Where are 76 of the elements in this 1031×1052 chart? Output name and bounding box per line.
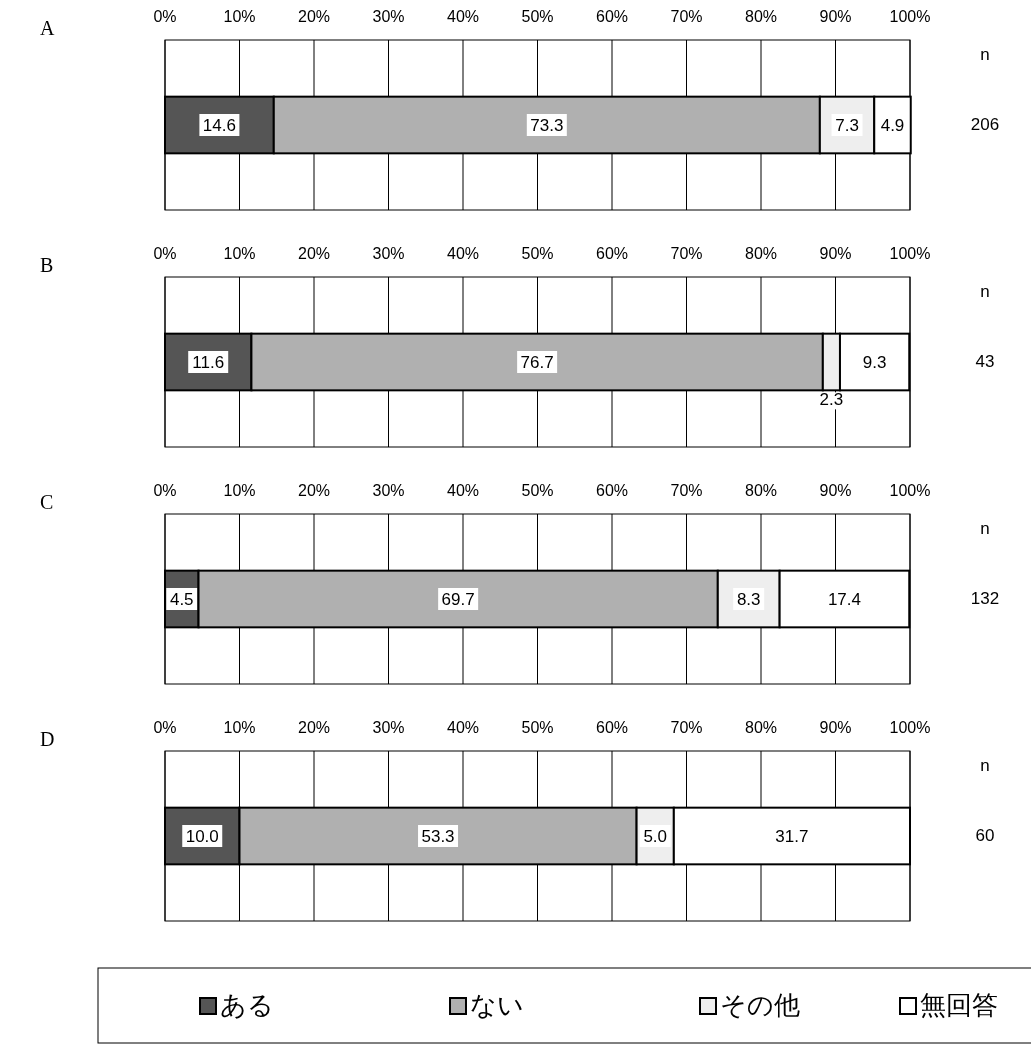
x-tick-label: 90% (819, 8, 852, 25)
chart-title: C (40, 491, 54, 513)
data-label: 14.6 (202, 116, 236, 135)
x-tick-label: 70% (670, 719, 703, 736)
x-tick-label: 0% (153, 245, 177, 262)
x-tick-label: 80% (744, 482, 778, 499)
chart-title: D (40, 728, 55, 750)
data-label: 53.3 (421, 827, 455, 846)
data-label: 4.5 (169, 590, 194, 609)
x-tick-label: 20% (297, 8, 331, 25)
data-label: 11.6 (192, 353, 225, 372)
x-tick-label: 100% (889, 245, 931, 262)
x-tick-label: 90% (819, 245, 852, 262)
x-tick-label: 10% (223, 245, 256, 262)
x-tick-label: 30% (372, 8, 405, 25)
data-label: 8.3 (736, 590, 761, 609)
x-tick-label: 10% (223, 719, 256, 736)
x-tick-label: 40% (446, 245, 480, 262)
x-tick-label: 50% (521, 482, 554, 499)
legend-label: ない (470, 991, 524, 1020)
x-tick-label: 60% (595, 482, 629, 499)
text: n (980, 519, 990, 538)
x-tick-label: 30% (372, 482, 405, 499)
x-tick-label: 80% (744, 245, 778, 262)
text: 132 (970, 589, 1000, 608)
text: n (980, 282, 990, 301)
text: 43 (975, 352, 995, 371)
x-tick-label: 70% (670, 245, 703, 262)
x-tick-label: 50% (521, 245, 554, 262)
x-tick-label: 90% (819, 482, 852, 499)
x-tick-label: 70% (670, 482, 703, 499)
data-label: 31.7 (775, 827, 809, 846)
text: 206 (970, 115, 1000, 134)
x-tick-label: 40% (446, 719, 480, 736)
x-tick-label: 100% (889, 719, 931, 736)
x-tick-label: 80% (744, 719, 778, 736)
x-tick-label: 20% (297, 245, 331, 262)
data-label: 2.3 (819, 390, 844, 410)
x-tick-label: 20% (297, 719, 331, 736)
data-label: 5.0 (643, 827, 668, 846)
chart-title: B (40, 254, 54, 276)
x-tick-label: 60% (595, 245, 629, 262)
x-tick-label: 70% (670, 8, 703, 25)
x-tick-label: 100% (889, 8, 931, 25)
x-tick-label: 0% (153, 482, 177, 499)
x-tick-label: 20% (297, 482, 331, 499)
x-tick-label: 0% (153, 8, 177, 25)
data-label: 73.3 (530, 116, 564, 135)
text: n (980, 45, 990, 64)
x-tick-label: 10% (223, 482, 256, 499)
data-label: 17.4 (827, 590, 861, 609)
x-tick-label: 50% (521, 719, 554, 736)
legend-label: 無回答 (920, 991, 998, 1020)
legend-label: その他 (720, 991, 800, 1020)
legend-label: ある (220, 991, 274, 1020)
data-label: 10.0 (185, 827, 219, 846)
x-tick-label: 0% (153, 719, 177, 736)
text: 60 (975, 826, 995, 845)
data-label: 7.3 (835, 116, 859, 135)
x-tick-label: 40% (446, 482, 480, 499)
x-tick-label: 50% (521, 8, 554, 25)
x-tick-label: 60% (595, 8, 629, 25)
x-tick-label: 30% (372, 719, 405, 736)
x-tick-label: 100% (889, 482, 931, 499)
data-label: 69.7 (441, 590, 475, 609)
x-tick-label: 30% (372, 245, 405, 262)
chart-title: A (40, 17, 55, 39)
x-tick-label: 10% (223, 8, 256, 25)
x-tick-label: 40% (446, 8, 480, 25)
data-label: 4.9 (880, 116, 905, 135)
data-label: 76.7 (520, 353, 554, 372)
x-tick-label: 90% (819, 719, 852, 736)
x-tick-label: 80% (744, 8, 778, 25)
text: n (980, 756, 990, 775)
data-label: 9.3 (862, 353, 887, 372)
x-tick-label: 60% (595, 719, 629, 736)
